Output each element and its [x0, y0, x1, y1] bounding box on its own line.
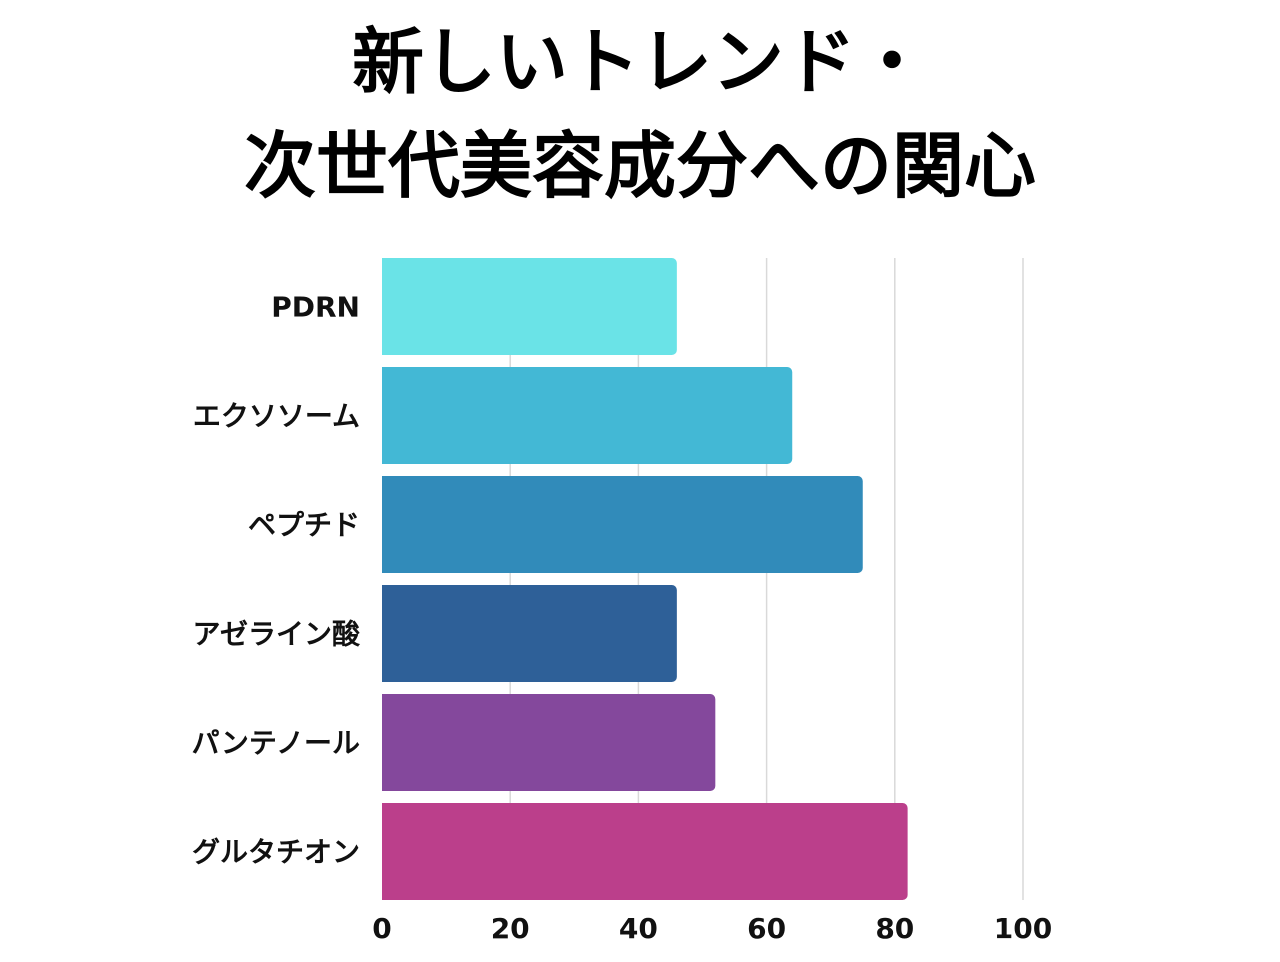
bar-4-base	[382, 694, 392, 791]
gridlines	[509, 258, 1024, 900]
bar-5-base	[382, 803, 392, 900]
x-tick-label: 0	[372, 912, 391, 945]
bar-3-base	[382, 585, 392, 682]
bar-2-base	[382, 476, 392, 573]
bar-4	[382, 694, 716, 791]
chart-title-line-1: 新しいトレンド・	[351, 20, 928, 104]
bar-1	[382, 367, 793, 464]
chart-title-line-2: 次世代美容成分への関心	[243, 124, 1036, 208]
bar-5	[382, 803, 908, 900]
category-label: パンテノール	[191, 727, 360, 760]
bar-0-base	[382, 258, 392, 355]
category-label: エクソソーム	[193, 400, 360, 433]
bars	[382, 258, 908, 900]
x-tick-label: 100	[994, 912, 1052, 945]
category-label: ペプチド	[248, 509, 360, 542]
bar-2	[382, 476, 863, 573]
bar-3	[382, 585, 677, 682]
x-tick-label: 20	[491, 912, 530, 945]
category-label: アゼライン酸	[193, 618, 361, 651]
x-tick-label: 60	[747, 912, 786, 945]
x-tick-label: 40	[619, 912, 658, 945]
bar-0	[382, 258, 677, 355]
x-axis-ticks: 0 20 40 60 80 100	[372, 912, 1052, 945]
x-tick-label: 80	[875, 912, 914, 945]
category-label: グルタチオン	[192, 836, 360, 869]
category-label: PDRN	[271, 291, 360, 324]
chart-title: 新しいトレンド・ 次世代美容成分への関心	[0, 10, 1280, 218]
bar-1-base	[382, 367, 392, 464]
